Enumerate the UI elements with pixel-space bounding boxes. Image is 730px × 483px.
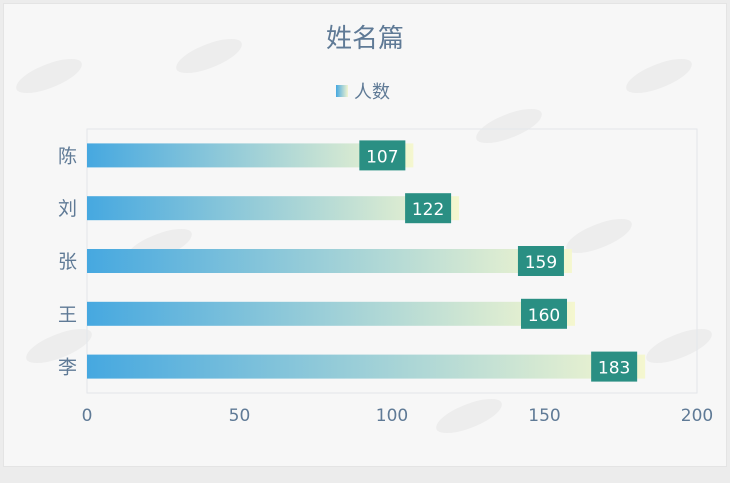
legend[interactable]: 人数 bbox=[336, 78, 390, 104]
y-category-label: 张 bbox=[58, 251, 77, 273]
bar bbox=[87, 354, 646, 379]
x-tick-label: 50 bbox=[229, 406, 251, 426]
x-tick-label: 0 bbox=[82, 406, 93, 426]
y-category-label: 王 bbox=[58, 304, 77, 326]
y-category-label: 陈 bbox=[58, 145, 77, 167]
data-label: 159 bbox=[525, 253, 557, 273]
y-category-label: 李 bbox=[58, 357, 77, 379]
bar bbox=[87, 301, 575, 326]
x-tick-label: 150 bbox=[528, 406, 560, 426]
data-label: 160 bbox=[528, 306, 560, 326]
x-tick-label: 100 bbox=[376, 406, 408, 426]
data-label: 122 bbox=[412, 200, 444, 220]
chart-title: 姓名篇 bbox=[325, 24, 404, 54]
data-label-background bbox=[405, 193, 452, 224]
bar-chart: 0 50 100 150 200 陈 107 刘 122 张 159 王 160 李 183 bbox=[58, 128, 713, 426]
chart-container: 姓名篇 人数 0 50 100 150 200 陈 107 刘 122 张 159 王 160 李 183 bbox=[3, 3, 727, 467]
bar bbox=[87, 249, 572, 273]
legend-label: 人数 bbox=[354, 82, 390, 103]
data-label: 183 bbox=[598, 359, 630, 379]
y-category-label: 刘 bbox=[58, 198, 77, 220]
data-label-background bbox=[521, 298, 567, 329]
data-label-background bbox=[517, 246, 564, 276]
bar bbox=[87, 196, 460, 221]
legend-swatch bbox=[336, 85, 348, 97]
data-label-background bbox=[591, 351, 638, 382]
data-label: 107 bbox=[366, 147, 398, 167]
bar bbox=[87, 143, 414, 168]
data-label-background bbox=[359, 140, 406, 171]
x-tick-label: 200 bbox=[681, 406, 713, 426]
